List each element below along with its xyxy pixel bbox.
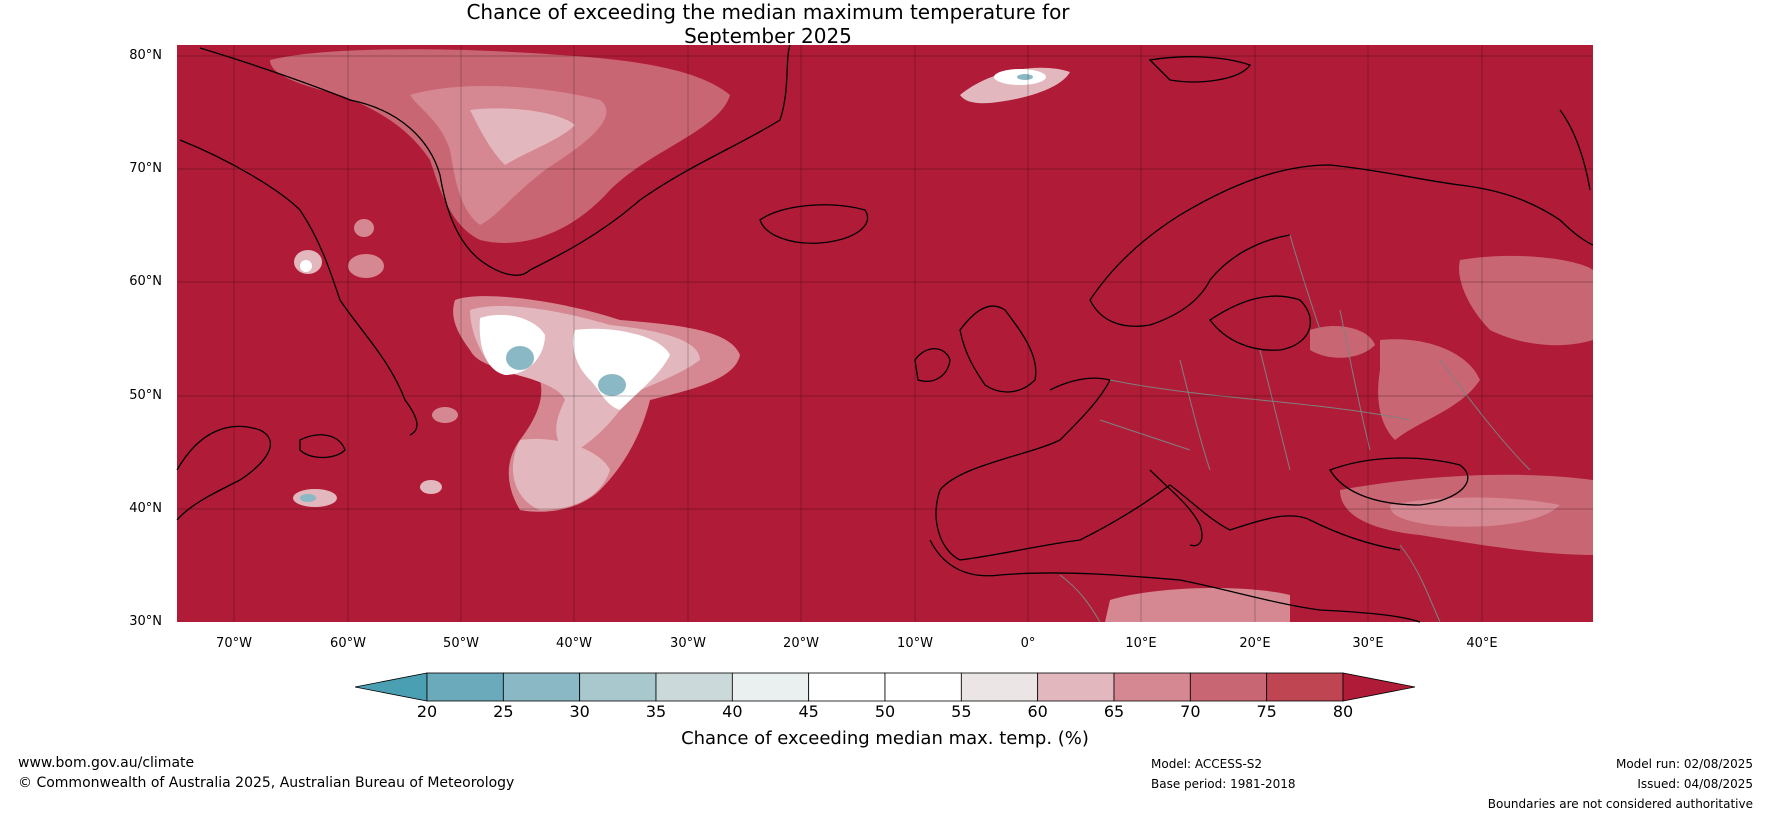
border-7 <box>1439 359 1531 471</box>
footer-model-run: Model run: 02/08/2025 <box>1615 757 1753 771</box>
coast-svalbard <box>1148 56 1252 83</box>
coast-novaya-zemlya <box>1559 109 1591 191</box>
title-line-1: Chance of exceeding the median maximum t… <box>466 0 1070 24</box>
coastlines <box>176 44 1594 623</box>
coast-north-africa <box>929 539 1421 623</box>
probability-regions <box>270 49 1593 622</box>
lon-label-10e: 10°E <box>1125 636 1157 651</box>
region-russia <box>1459 255 1593 346</box>
colorbar-tick-label: 60 <box>1027 702 1048 721</box>
region-caspian-pale <box>1390 497 1560 527</box>
colorbar-tick-label: 50 <box>874 702 896 721</box>
lat-label-80n: 80°N <box>129 48 162 63</box>
footer-issued: Issued: 04/08/2025 <box>1637 777 1753 791</box>
coast-iceland <box>759 204 869 244</box>
lon-label-0: 0° <box>1020 636 1036 651</box>
border-1 <box>1289 234 1321 331</box>
coast-uk <box>959 305 1037 393</box>
coast-italy <box>1149 469 1203 547</box>
coast-norway <box>1089 234 1291 327</box>
colorbar-tick-label: 45 <box>798 702 819 721</box>
border-3 <box>1099 419 1191 451</box>
region-atlantic-white-east <box>573 328 670 410</box>
map-background <box>177 45 1593 622</box>
colorbar-tick-label: 20 <box>416 702 438 721</box>
border-8 <box>1399 544 1441 623</box>
coast-mediterranean <box>959 484 1401 561</box>
footer-model: Model: ACCESS-S2 <box>1151 757 1263 771</box>
region-spot-6 <box>432 407 458 423</box>
lon-label-20w: 20°W <box>783 636 819 651</box>
colorbar-tick-label: 25 <box>493 702 514 721</box>
region-east-europe <box>1378 339 1480 440</box>
region-atlantic-blue-east <box>598 374 626 396</box>
footer-base-period: Base period: 1981-2018 <box>1151 777 1296 791</box>
colorbar-tick-label: 65 <box>1103 702 1125 721</box>
forecast-map <box>176 44 1594 623</box>
colorbar-tick-label: 55 <box>951 702 972 721</box>
border-4 <box>1179 359 1211 471</box>
lat-label-40n: 40°N <box>129 501 162 516</box>
lat-label-70n: 70°N <box>129 161 162 176</box>
region-ukraine <box>1310 325 1375 358</box>
region-svalbard-blue <box>1017 74 1033 80</box>
coast-greenland-west <box>199 47 531 276</box>
footer-copyright: © Commonwealth of Australia 2025, Austra… <box>18 775 515 791</box>
region-atlantic-blue-west <box>506 346 534 370</box>
lon-label-70w: 70°W <box>216 636 252 651</box>
region-spot-3 <box>354 219 374 237</box>
title-line-2: September 2025 <box>684 24 852 48</box>
gridlines <box>177 45 1593 622</box>
coast-newfoundland <box>299 434 346 459</box>
colorbar-label: Chance of exceeding median max. temp. (%… <box>681 728 1089 749</box>
colorbar-tick-label: 30 <box>569 702 590 721</box>
lat-label-50n: 50°N <box>129 388 162 403</box>
lat-label-30n: 30°N <box>129 614 162 629</box>
country-borders <box>1059 234 1531 623</box>
colorbar-tick-label: 70 <box>1180 702 1201 721</box>
colorbar-tick-label: 80 <box>1332 702 1354 721</box>
coast-ireland <box>914 348 951 382</box>
lon-label-50w: 50°W <box>443 636 479 651</box>
coast-labrador <box>179 139 418 436</box>
coast-greenland-east <box>529 44 791 271</box>
coast-baltic <box>1209 295 1311 351</box>
coast-black-sea <box>1329 457 1469 506</box>
footer-disclaimer: Boundaries are not considered authoritat… <box>1487 797 1753 811</box>
region-north-africa <box>1105 588 1290 622</box>
lon-label-30w: 30°W <box>670 636 706 651</box>
lon-label-40w: 40°W <box>556 636 592 651</box>
region-atlantic-south <box>512 439 610 510</box>
lon-label-30e: 30°E <box>1352 636 1384 651</box>
region-spot-5 <box>420 480 442 494</box>
border-6 <box>1339 309 1371 451</box>
coast-us-east <box>176 425 272 521</box>
border-5 <box>1259 349 1291 471</box>
footer-website: www.bom.gov.au/climate <box>18 755 195 771</box>
colorbar-tick-label: 40 <box>722 702 743 721</box>
lat-label-60n: 60°N <box>129 274 162 289</box>
lon-label-60w: 60°W <box>330 636 366 651</box>
lon-label-20e: 20°E <box>1239 636 1271 651</box>
region-labrador-white <box>300 260 312 272</box>
coast-scandinavia <box>1089 164 1594 301</box>
border-2 <box>1109 379 1411 421</box>
region-spot-4-blue <box>300 494 316 502</box>
coast-europe-west <box>935 377 1111 561</box>
region-greenland-pale <box>470 108 575 165</box>
border-9 <box>1059 574 1101 623</box>
colorbar-tick-label: 75 <box>1256 702 1277 721</box>
lon-label-10w: 10°W <box>897 636 933 651</box>
lon-label-40e: 40°E <box>1466 636 1498 651</box>
map-title: Chance of exceeding the median maximum t… <box>0 0 1698 48</box>
region-spot-2 <box>348 254 384 278</box>
colorbar-tick-label: 35 <box>645 702 667 721</box>
